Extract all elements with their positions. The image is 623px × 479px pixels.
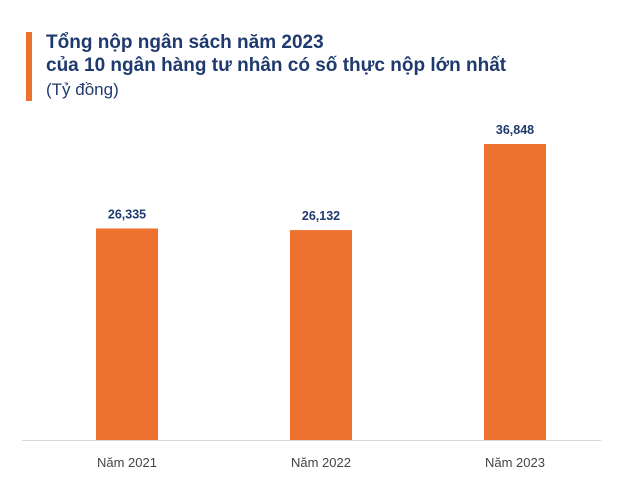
bar-1	[96, 228, 158, 440]
bar-2	[290, 230, 352, 440]
x-tick-label-3: Năm 2023	[485, 455, 545, 470]
data-label-1: 26,335	[108, 207, 146, 221]
chart-title: Tổng nộp ngân sách năm 2023 của 10 ngân …	[46, 31, 506, 77]
chart-unit: (Tỷ đồng)	[46, 80, 119, 99]
data-label-3: 36,848	[496, 123, 534, 137]
data-label-2: 26,132	[302, 209, 340, 223]
bar-3	[484, 144, 546, 440]
x-tick-label-2: Năm 2022	[291, 455, 351, 470]
x-tick-label-1: Năm 2021	[97, 455, 157, 470]
chart-title-line2: của 10 ngân hàng tư nhân có số thực nộp …	[46, 55, 507, 76]
title-accent-bar	[26, 32, 32, 101]
chart-title-line1: Tổng nộp ngân sách năm 2023	[46, 32, 324, 53]
